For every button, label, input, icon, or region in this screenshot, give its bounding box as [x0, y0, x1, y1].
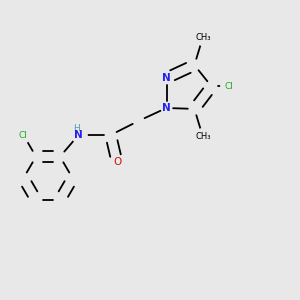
Circle shape	[162, 103, 171, 113]
Text: N: N	[162, 73, 171, 83]
Text: CH₃: CH₃	[195, 33, 211, 42]
Circle shape	[112, 157, 122, 167]
Text: Cl: Cl	[224, 82, 233, 91]
Circle shape	[16, 127, 31, 143]
Circle shape	[162, 73, 171, 83]
Text: Cl: Cl	[19, 130, 28, 140]
Text: N: N	[74, 130, 83, 140]
Text: O: O	[113, 157, 121, 167]
Circle shape	[221, 79, 236, 94]
Circle shape	[195, 129, 211, 144]
Circle shape	[195, 30, 211, 45]
Text: H: H	[74, 124, 80, 133]
Text: CH₃: CH₃	[195, 132, 211, 141]
Text: N: N	[162, 103, 171, 113]
